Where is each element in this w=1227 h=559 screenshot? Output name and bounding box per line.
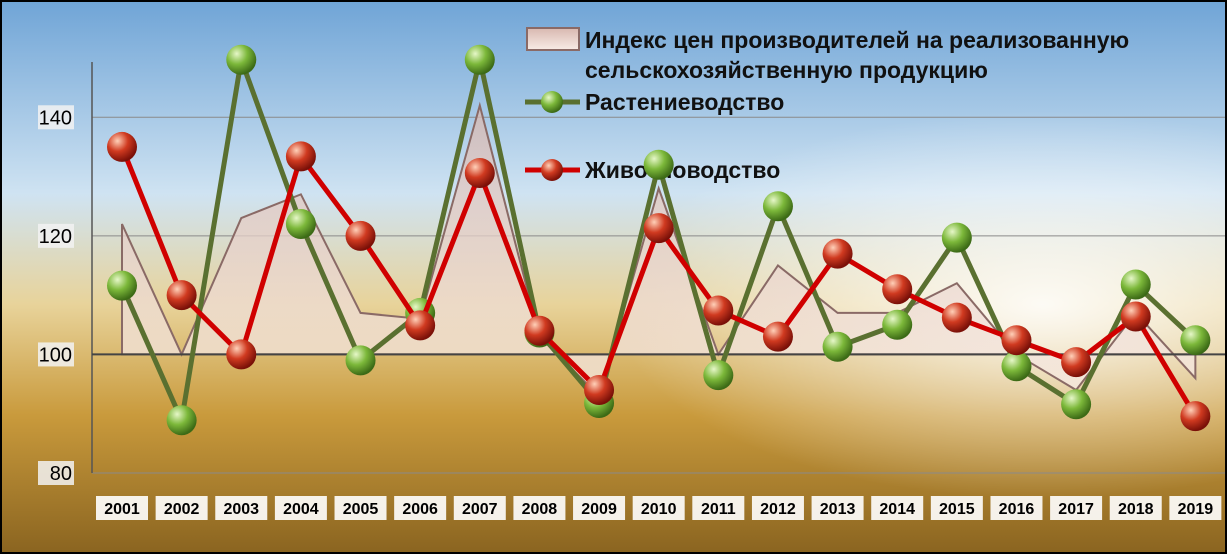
legend-marker <box>541 91 563 113</box>
x-tick-label: 2019 <box>1178 501 1214 518</box>
x-tick-box <box>1109 496 1162 520</box>
legend-label: Индекс цен производителей на реализованн… <box>585 27 1129 83</box>
y-tick-label: 140 <box>39 107 72 129</box>
x-tick-label: 2009 <box>581 501 617 518</box>
x-tick-box <box>990 496 1043 520</box>
x-tick-label: 2003 <box>223 501 259 518</box>
marker <box>643 149 674 180</box>
legend: Индекс цен производителей на реализованн… <box>525 27 1129 183</box>
marker <box>1061 389 1092 420</box>
marker <box>822 238 853 269</box>
legend-marker <box>541 159 563 181</box>
marker <box>1180 325 1211 356</box>
x-tick-box <box>394 496 447 520</box>
y-tick-box <box>38 223 74 248</box>
marker <box>941 222 972 253</box>
marker <box>703 360 734 391</box>
marker <box>703 295 734 326</box>
marker <box>405 310 436 341</box>
x-tick-box <box>513 496 566 520</box>
marker <box>1001 325 1032 356</box>
x-tick-box <box>96 496 148 520</box>
x-tick-box <box>274 496 327 520</box>
legend-label: Животноводство <box>584 157 780 183</box>
x-tick-label: 2016 <box>999 501 1035 518</box>
x-tick-box <box>632 496 685 520</box>
x-tick-box <box>811 496 864 520</box>
y-tick-label: 120 <box>39 226 72 248</box>
marker <box>1001 351 1032 382</box>
x-tick-label: 2006 <box>402 501 438 518</box>
y-tick-box <box>38 342 74 367</box>
marker <box>1120 269 1151 300</box>
x-tick-box <box>573 496 626 520</box>
x-tick-label: 2004 <box>283 501 319 518</box>
x-tick-label: 2001 <box>104 501 140 518</box>
marker <box>166 405 197 436</box>
x-tick-box <box>1050 496 1103 520</box>
marker <box>762 191 793 222</box>
marker <box>107 131 137 162</box>
x-tick-label: 2008 <box>522 501 558 518</box>
marker <box>1120 301 1151 332</box>
x-tick-label: 2002 <box>164 501 200 518</box>
marker <box>882 274 913 305</box>
x-tick-label: 2013 <box>820 501 856 518</box>
marker <box>584 375 615 405</box>
x-tick-box <box>453 496 506 520</box>
marker <box>464 44 495 75</box>
x-tick-label: 2017 <box>1058 501 1094 518</box>
marker <box>345 220 376 251</box>
x-tick-label: 2018 <box>1118 501 1154 518</box>
x-tick-label: 2010 <box>641 501 677 518</box>
marker <box>285 141 316 172</box>
marker <box>285 209 316 239</box>
marker <box>524 315 555 346</box>
x-tick-label: 2014 <box>879 501 915 518</box>
y-tick-label: 80 <box>50 463 72 485</box>
marker <box>762 321 793 352</box>
marker <box>643 213 674 244</box>
x-tick-label: 2012 <box>760 501 796 518</box>
marker <box>226 44 257 75</box>
x-tick-box <box>155 496 208 520</box>
x-tick-box <box>871 496 924 520</box>
legend-label: Растениеводство <box>585 89 784 115</box>
x-tick-label: 2007 <box>462 501 498 518</box>
x-tick-box <box>751 496 804 520</box>
y-tick-box <box>38 105 74 130</box>
x-tick-box <box>334 496 387 520</box>
marker <box>882 309 913 340</box>
marker <box>226 339 257 370</box>
marker <box>345 345 376 376</box>
y-tick-label: 100 <box>39 344 72 366</box>
x-tick-box <box>692 496 745 520</box>
marker <box>1061 347 1092 378</box>
marker <box>822 331 853 362</box>
x-tick-label: 2015 <box>939 501 975 518</box>
x-tick-label: 2005 <box>343 501 379 518</box>
x-tick-box <box>1169 496 1222 520</box>
y-tick-box <box>38 461 74 485</box>
x-tick-box <box>215 496 268 520</box>
x-tick-label: 2011 <box>701 501 736 518</box>
legend-swatch <box>526 27 580 51</box>
marker <box>464 158 495 189</box>
marker <box>107 270 137 301</box>
x-tick-box <box>930 496 983 520</box>
marker <box>166 280 197 311</box>
marker <box>941 302 972 333</box>
marker <box>1180 401 1211 432</box>
